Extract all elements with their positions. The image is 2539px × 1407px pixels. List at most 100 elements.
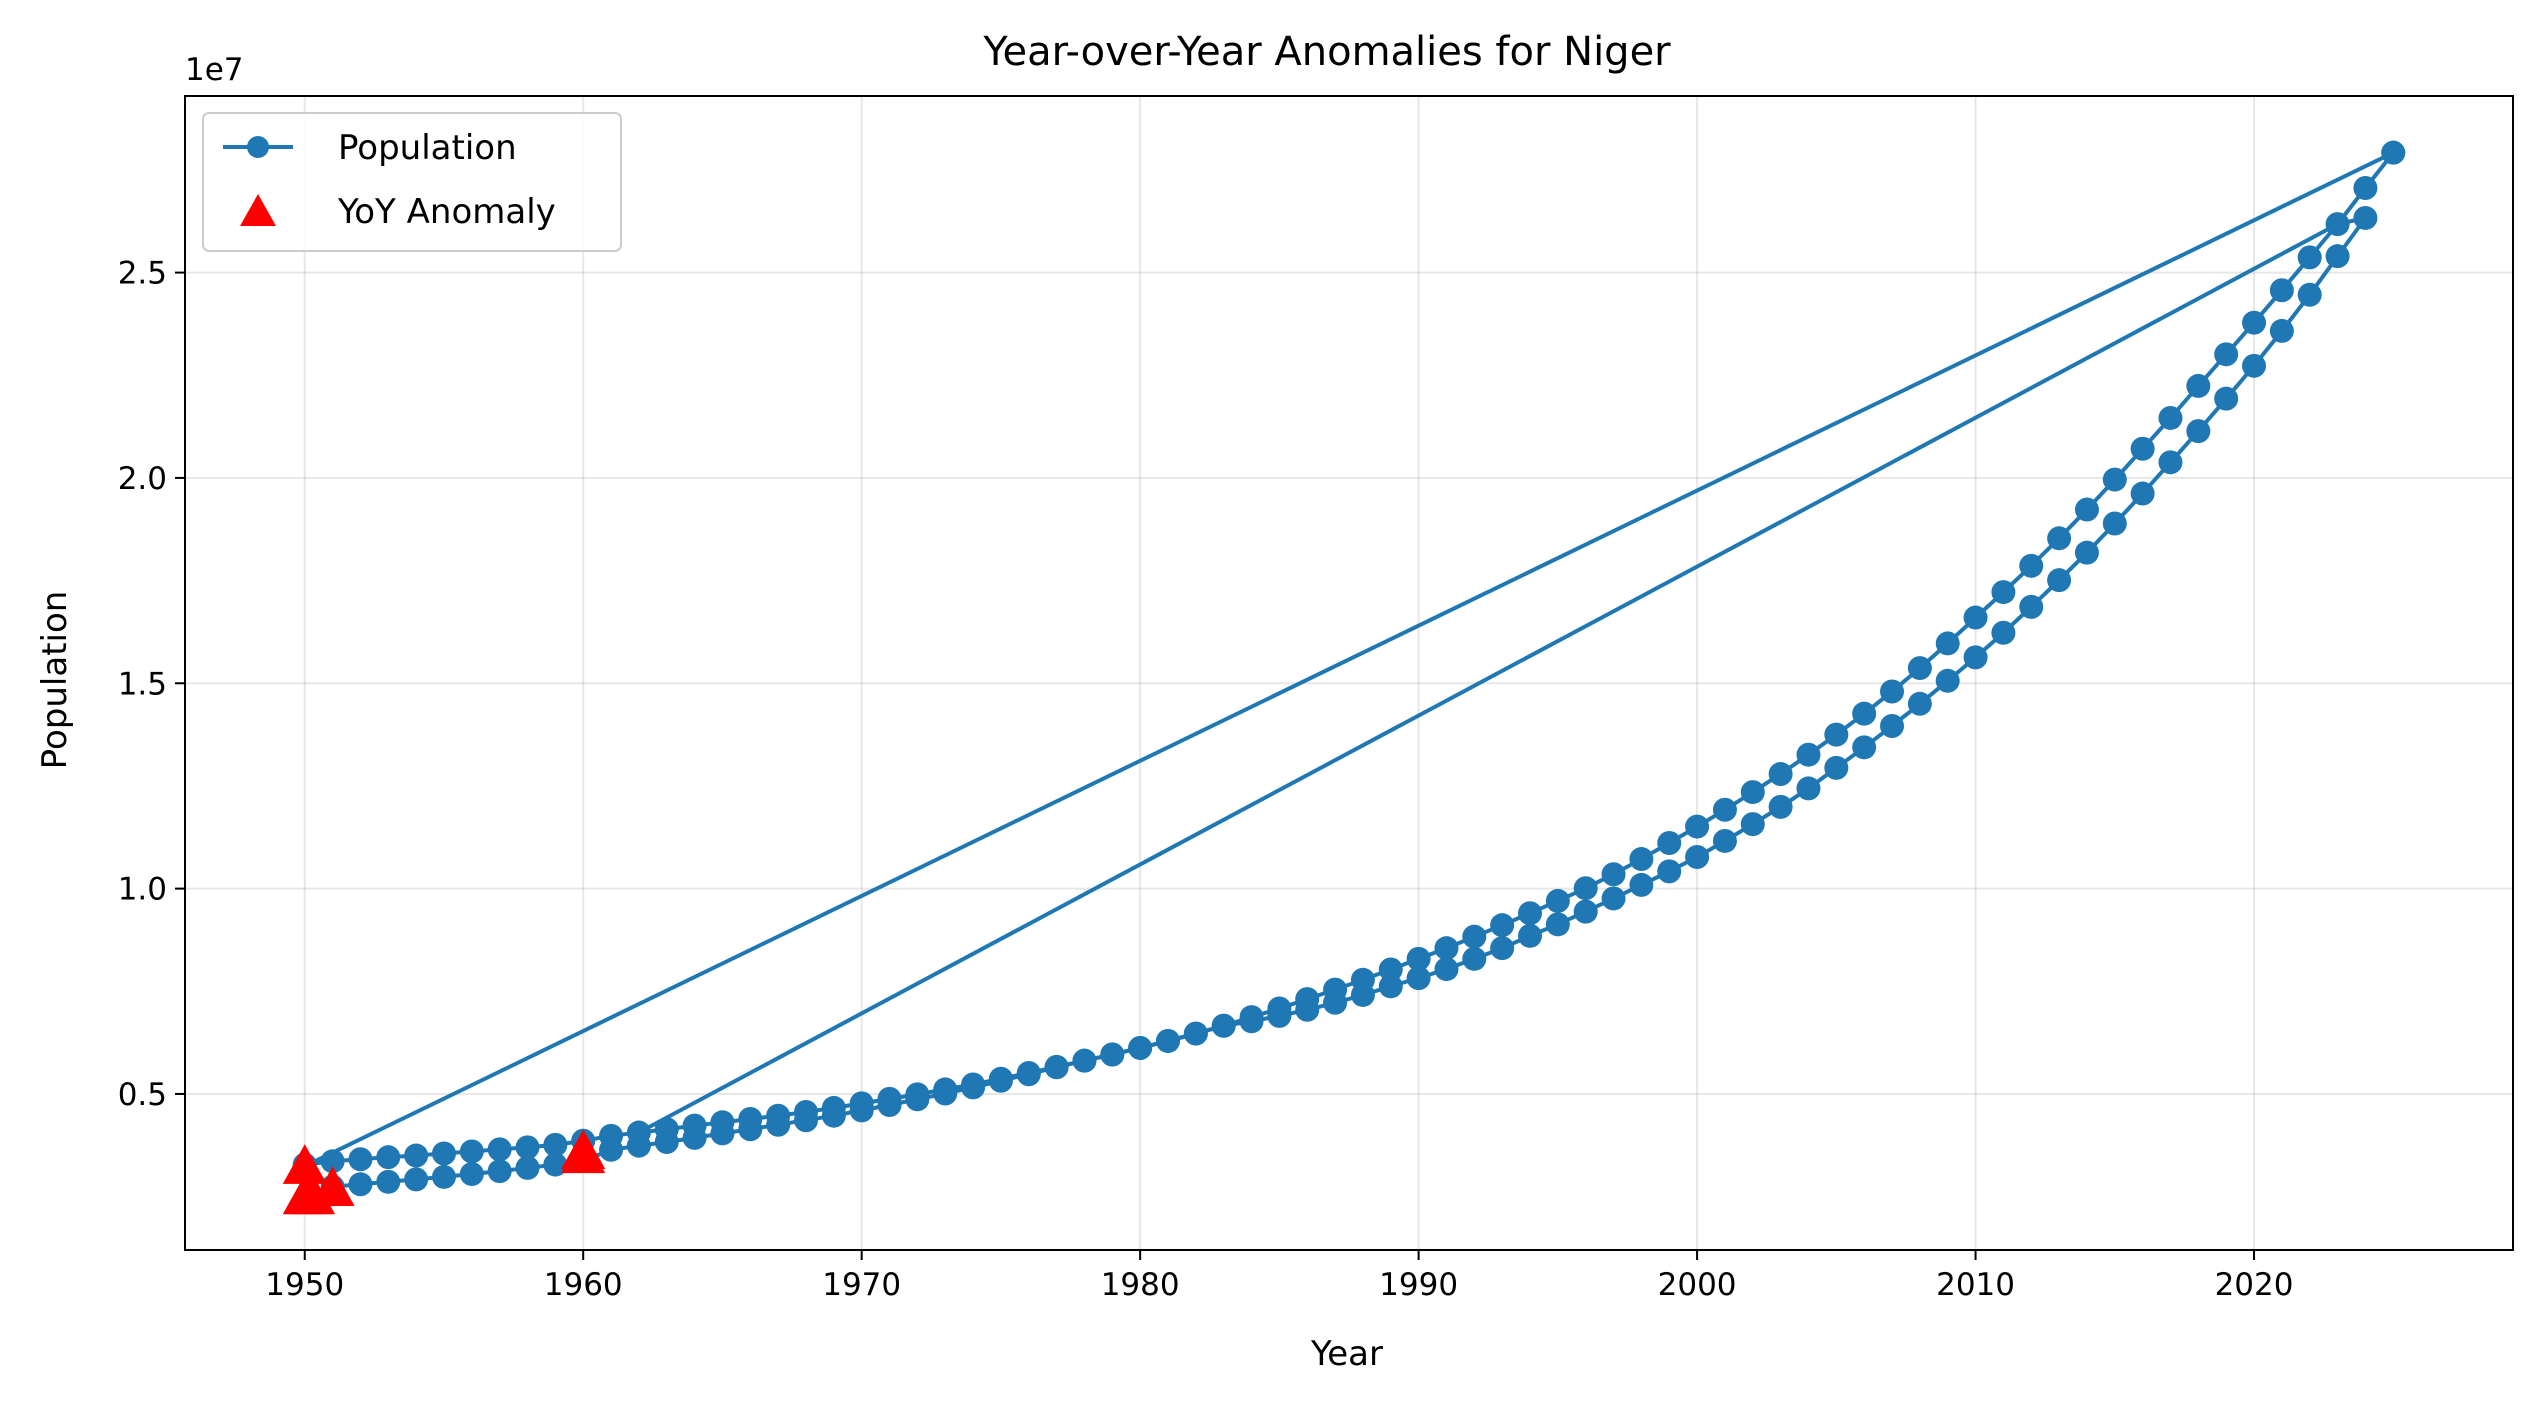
population-point: [2130, 436, 2155, 461]
population-point: [1545, 888, 1570, 913]
population-point: [1712, 797, 1737, 822]
population-point: [877, 1093, 902, 1118]
population-point: [1880, 679, 1905, 704]
population-point: [348, 1172, 373, 1197]
population-point: [1685, 844, 1710, 869]
x-axis-label: Year: [1310, 1334, 1383, 1374]
grid: [185, 96, 2513, 1250]
population-point: [2353, 205, 2378, 230]
population-point: [515, 1135, 540, 1160]
x-tick-label: 1970: [822, 1267, 901, 1303]
legend-anomaly-label: YoY Anomaly: [337, 192, 556, 232]
population-point: [1740, 812, 1765, 837]
population-point: [404, 1143, 429, 1168]
population-point: [1963, 645, 1988, 670]
population-point: [487, 1159, 512, 1184]
population-point: [2353, 175, 2378, 200]
population-point: [1880, 713, 1905, 738]
population-point: [320, 1149, 345, 1174]
population-point: [1573, 876, 1598, 901]
population-point: [2186, 373, 2211, 398]
population-point: [1128, 1035, 1153, 1060]
y-tick-label: 0.5: [118, 1077, 167, 1113]
population-point: [1685, 814, 1710, 839]
population-point: [1907, 691, 1932, 716]
population-point: [738, 1117, 763, 1142]
chart-title: Year-over-Year Anomalies for Niger: [982, 29, 1671, 75]
x-tick-label: 1960: [544, 1267, 623, 1303]
population-point: [988, 1068, 1013, 1093]
x-tick-label: 2010: [1936, 1267, 2015, 1303]
population-point: [1378, 957, 1403, 982]
population-point: [1712, 828, 1737, 853]
population-point: [1963, 605, 1988, 630]
population-point: [1155, 1028, 1180, 1053]
population-point: [1796, 742, 1821, 767]
y-axis-label: Population: [35, 591, 75, 770]
population-point: [1462, 924, 1487, 949]
legend-population-label: Population: [338, 128, 517, 168]
population-point: [1935, 668, 1960, 693]
population-point: [821, 1103, 846, 1128]
population-point: [1350, 982, 1375, 1007]
population-point: [2019, 553, 2044, 578]
x-tick-label: 1980: [1101, 1267, 1180, 1303]
population-point: [1072, 1048, 1097, 1073]
population-line-segment: [302, 150, 2395, 1189]
anomaly-point: [310, 1166, 355, 1206]
population-point: [1518, 923, 1543, 948]
anomaly-point: [282, 1144, 327, 1184]
y-ticks: 0.5 1.0 1.5 2.0 2.5: [118, 256, 185, 1113]
population-point: [2102, 511, 2127, 536]
population-point: [1183, 1021, 1208, 1046]
population-point: [793, 1108, 818, 1133]
population-point: [2269, 318, 2294, 343]
population-point: [1852, 701, 1877, 726]
population-point: [1601, 862, 1626, 887]
population-point: [1211, 1013, 1236, 1038]
legend-population-marker: [247, 136, 269, 158]
population-point: [1490, 913, 1515, 938]
population-point: [710, 1121, 735, 1146]
population-point: [2074, 497, 2099, 522]
population-point: [1295, 997, 1320, 1022]
anomaly-point: [561, 1129, 606, 1170]
legend-anomaly-marker: [240, 194, 276, 226]
legend-box: [202, 112, 622, 252]
population-point: [1768, 762, 1793, 787]
population-point: [626, 1133, 651, 1158]
y-offset-text: 1e7: [185, 52, 244, 88]
population-point: [905, 1087, 930, 1112]
population-point: [1601, 886, 1626, 911]
population-point: [2019, 594, 2044, 619]
population-point: [2325, 244, 2350, 269]
population-point: [404, 1167, 429, 1192]
population-point: [599, 1137, 624, 1162]
y-tick-label: 1.5: [118, 666, 167, 702]
population-point: [1991, 580, 2016, 605]
population-point: [2186, 419, 2211, 444]
population-point: [1573, 899, 1598, 924]
population-point: [487, 1137, 512, 1162]
population-point: [1824, 722, 1849, 747]
population-point: [933, 1081, 958, 1106]
population-point: [431, 1164, 456, 1189]
population-point: [2102, 467, 2127, 492]
population-point: [2325, 212, 2350, 237]
population-point: [1267, 1003, 1292, 1028]
population-point: [1406, 946, 1431, 971]
population-point: [1629, 872, 1654, 897]
y-tick-label: 1.0: [118, 872, 167, 908]
population-point: [459, 1139, 484, 1164]
population-point: [766, 1112, 791, 1137]
population-point: [2130, 481, 2155, 506]
population-point: [1490, 936, 1515, 961]
population-point: [348, 1147, 373, 1172]
population-point: [1629, 847, 1654, 872]
population-point: [1545, 912, 1570, 937]
population-point: [1518, 901, 1543, 926]
population-point: [376, 1145, 401, 1170]
population-point: [2047, 526, 2072, 551]
population-point: [1907, 656, 1932, 681]
population-point: [2158, 405, 2183, 430]
